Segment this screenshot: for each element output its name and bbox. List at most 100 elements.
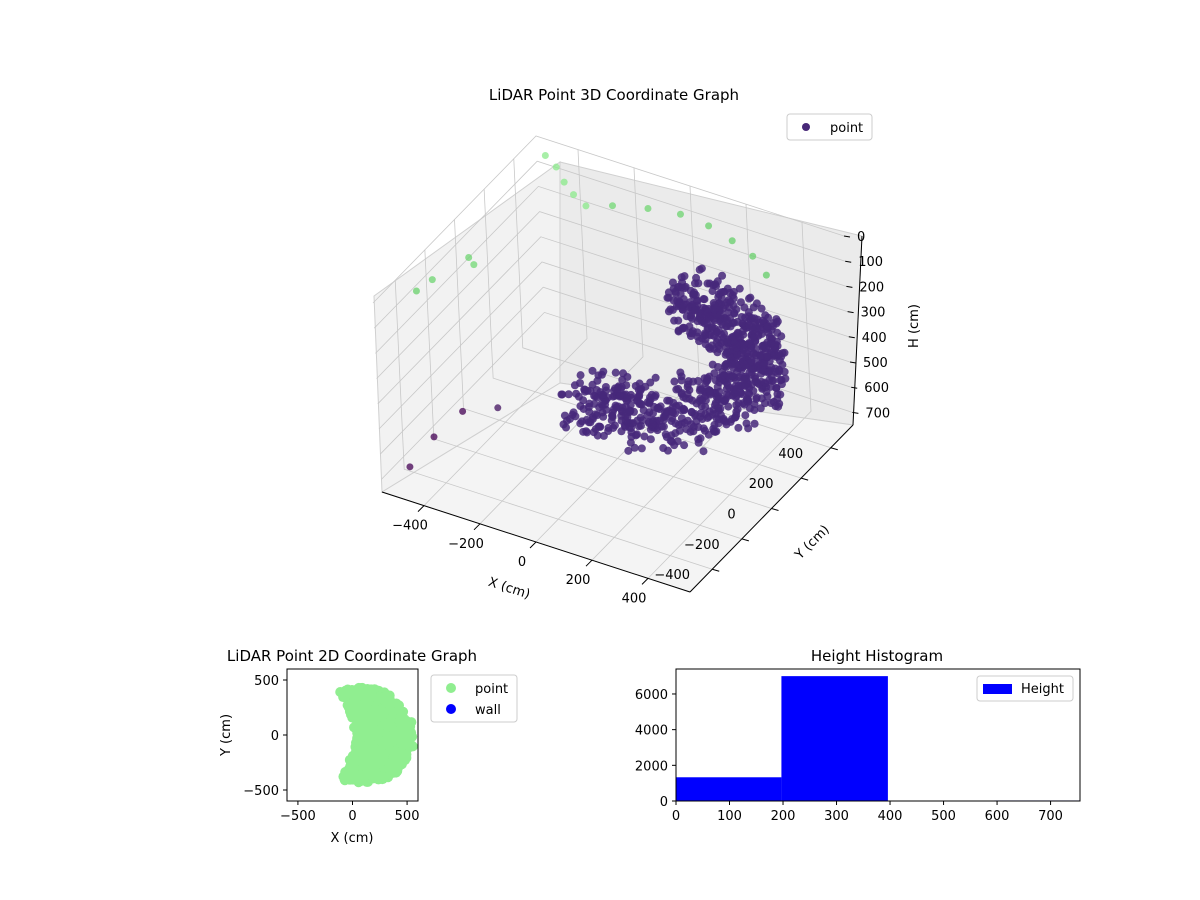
- y-tick-label-hist: 2000: [635, 759, 668, 774]
- point-3d: [746, 293, 755, 302]
- outlier-point-3d: [705, 222, 713, 230]
- outlier-point-3d: [644, 204, 652, 212]
- point-3d: [690, 306, 699, 315]
- point-3d: [697, 385, 706, 394]
- outlier-point-3d: [430, 433, 438, 441]
- point-3d: [694, 423, 703, 432]
- point-3d: [675, 426, 684, 435]
- point-3d: [574, 392, 583, 401]
- point-3d: [590, 391, 599, 400]
- point-3d: [759, 366, 768, 375]
- point-3d: [734, 423, 743, 432]
- point-3d: [723, 347, 732, 356]
- point-3d: [762, 382, 771, 391]
- point-2d: [364, 717, 375, 728]
- point-3d: [728, 319, 737, 328]
- point-3d: [714, 326, 723, 335]
- point-3d: [710, 369, 719, 378]
- point-3d: [583, 428, 592, 437]
- chart-3d: LiDAR Point 3D Coordinate Graph −400 −200…: [372, 86, 922, 606]
- grid-line-z: [377, 236, 849, 405]
- point-3d: [651, 373, 660, 382]
- x-tick-label-2d: 500: [395, 809, 420, 824]
- y-tick-label-3d: −400: [654, 568, 690, 583]
- point-3d: [676, 368, 685, 377]
- point-3d: [667, 431, 676, 440]
- point-3d: [757, 325, 766, 334]
- histogram-axes: 0 100 200 300 400 500 600 700 0 2000 4000 6000: [635, 688, 1063, 824]
- point-3d: [748, 326, 757, 335]
- point-3d: [741, 411, 750, 420]
- x-tick-label-3d: 200: [566, 573, 591, 588]
- chart-histogram: Height Histogram 0 100 200 300 400 500 600 7000…: [635, 647, 1081, 824]
- y-axis-label-3d: Y (cm): [792, 522, 833, 563]
- point-2d: [397, 719, 408, 730]
- point-3d: [608, 413, 617, 422]
- point-3d: [729, 287, 738, 296]
- point-3d: [745, 390, 754, 399]
- point-3d: [749, 303, 758, 312]
- point-3d: [757, 304, 766, 313]
- point-3d: [708, 287, 717, 296]
- z-tick-label-3d: 300: [861, 306, 886, 321]
- legend-histogram-swatch: [983, 684, 1012, 694]
- point-3d: [685, 394, 694, 403]
- point-3d: [679, 323, 688, 332]
- y-axis-label-2d: Y (cm): [219, 714, 234, 757]
- point-3d: [690, 290, 699, 299]
- point-3d: [690, 409, 699, 418]
- point-3d: [714, 403, 723, 412]
- legend-2d: point wall: [430, 674, 518, 723]
- point-2d: [366, 729, 377, 740]
- point-2d: [358, 753, 369, 764]
- legend-histogram-box: [976, 675, 1074, 702]
- point-3d: [594, 422, 603, 431]
- point-3d: [622, 408, 631, 417]
- point-3d: [615, 392, 624, 401]
- point-3d: [689, 377, 698, 386]
- point-3d: [736, 388, 745, 397]
- z-tick-3d: [848, 336, 855, 339]
- point-3d: [677, 414, 686, 423]
- point-2d: [365, 739, 376, 750]
- point-3d: [738, 327, 747, 336]
- outlier-point-3d: [428, 276, 436, 284]
- point-3d: [575, 378, 584, 387]
- point-3d: [721, 417, 730, 426]
- x-tick-label-hist: 500: [931, 809, 956, 824]
- point-3d: [732, 407, 741, 416]
- ticks-3d: −400 −200 0 200 400 −400 −200 0 200 400 0 100 200 300…: [392, 230, 890, 606]
- point-3d: [674, 301, 683, 310]
- point-3d: [597, 391, 606, 400]
- legend-2d-marker-wall: [446, 704, 456, 714]
- legend-3d-marker: [802, 123, 810, 131]
- point-3d: [763, 322, 772, 331]
- point-3d: [750, 333, 759, 342]
- point-2d: [397, 727, 408, 738]
- x-tick-label-hist: 400: [878, 809, 903, 824]
- outlier-point-3d: [570, 191, 578, 199]
- y-tick-label-hist: 4000: [635, 724, 668, 739]
- grid-line-y: [513, 158, 831, 449]
- point-3d: [705, 279, 714, 288]
- point-2d: [350, 702, 361, 713]
- point-2d: [358, 709, 369, 720]
- point-3d: [723, 381, 732, 390]
- scatter-2d-points: [335, 682, 418, 788]
- point-3d: [701, 310, 710, 319]
- point-2d: [404, 741, 415, 752]
- x-tick-3d: [585, 559, 593, 567]
- point-3d: [680, 405, 689, 414]
- outlier-point-3d: [470, 261, 478, 269]
- y-tick-label-3d: 400: [778, 447, 803, 462]
- z-tick-3d: [852, 411, 859, 414]
- point-3d: [668, 278, 677, 287]
- point-3d: [626, 438, 635, 447]
- point-3d: [770, 341, 779, 350]
- point-3d: [618, 375, 627, 384]
- outlier-point-3d: [459, 407, 467, 415]
- legend-3d: point: [786, 113, 873, 141]
- point-3d: [706, 386, 715, 395]
- histogram-title: Height Histogram: [811, 647, 943, 665]
- point-3d: [731, 393, 740, 402]
